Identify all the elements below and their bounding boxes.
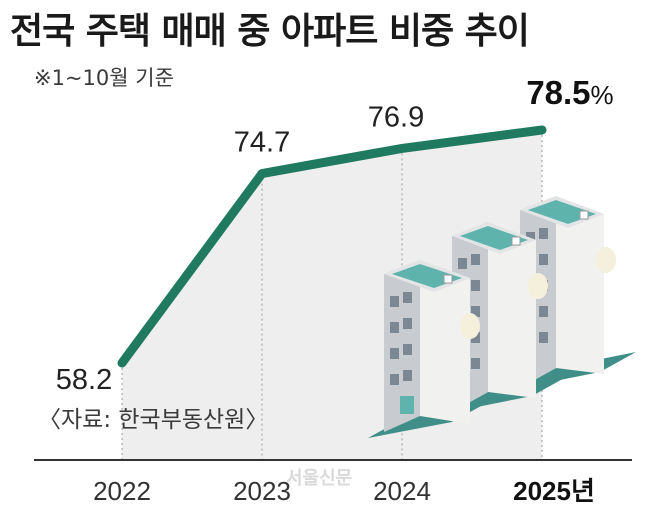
data-label-last: 78.5% [526,74,613,111]
chart-source: 〈자료: 한국부동산원〉 [38,407,269,433]
data-label: 58.2 [56,364,112,396]
x-tick-label: 2025년 [513,476,595,506]
x-tick-label: 2022 [93,476,151,506]
data-label: 74.7 [234,127,290,159]
watermark: 서울신문 [286,468,353,489]
data-label-last-value: 78.5 [526,74,590,111]
x-tick-label: 2024 [373,476,431,506]
apartment-buildings-illustration [368,196,636,438]
series-line [117,125,547,368]
data-label: 76.9 [368,101,424,133]
chart-subtitle: ※1~10월 기준 [34,66,174,90]
apartment-building-1 [368,260,492,438]
data-label-unit: % [591,80,614,110]
chart-title: 전국 주택 매매 중 아파트 비중 추이 [10,11,530,52]
x-tick-label: 2023 [233,476,291,506]
